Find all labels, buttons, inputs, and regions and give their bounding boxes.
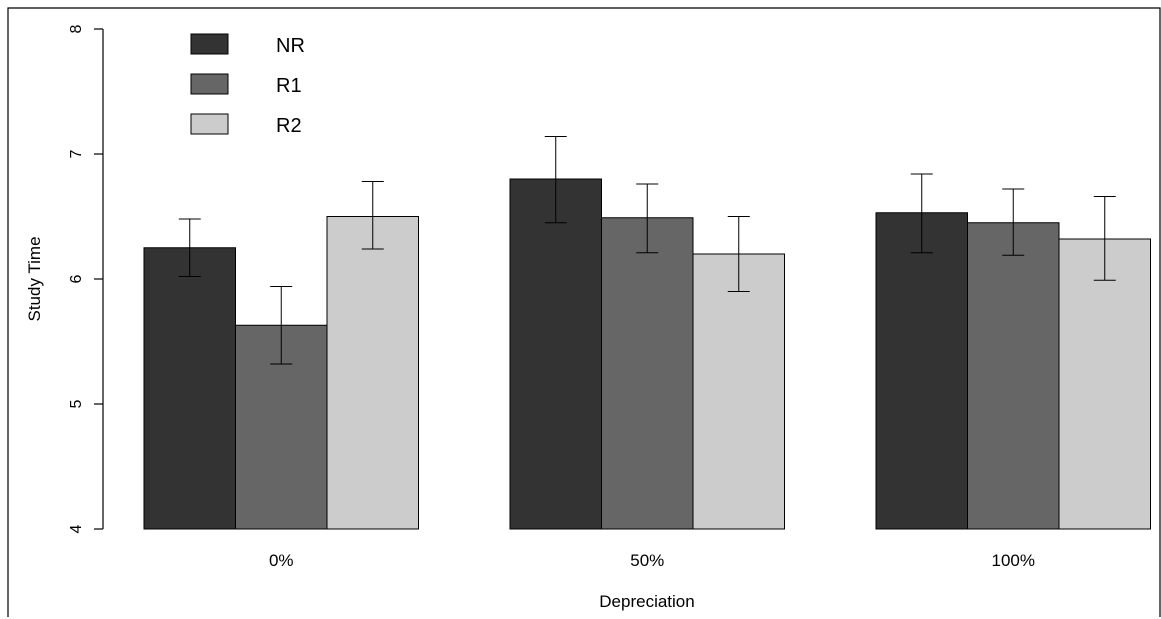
- bar-r2-0: [326, 216, 419, 530]
- x-category-label: 100%: [992, 551, 1035, 570]
- bar-r2-2: [1058, 238, 1151, 530]
- y-tick-label: 5: [68, 399, 85, 408]
- x-category-label: 0%: [269, 551, 294, 570]
- y-tick-label: 8: [68, 24, 85, 33]
- x-category-label: 50%: [630, 551, 664, 570]
- legend-swatch-r2: [190, 113, 229, 135]
- legend-label-nr: NR: [276, 35, 305, 57]
- bar-nr-2: [875, 212, 968, 530]
- bar-r1-1: [601, 217, 694, 530]
- plot-frame: [7, 7, 1161, 617]
- bar-r1-2: [967, 222, 1060, 530]
- y-tick-label: 7: [68, 149, 85, 158]
- legend-swatch-nr: [190, 33, 229, 55]
- bar-nr-0: [143, 247, 236, 530]
- legend-label-r2: R2: [276, 115, 302, 137]
- y-axis-title: Study Time: [25, 236, 44, 321]
- y-tick-label: 6: [68, 274, 85, 283]
- bar-nr-1: [509, 178, 602, 530]
- bar-r2-1: [692, 253, 785, 530]
- legend-swatch-r1: [190, 73, 229, 95]
- x-axis-title: Depreciation: [599, 592, 694, 611]
- y-tick-label: 4: [68, 524, 85, 533]
- legend-label-r1: R1: [276, 75, 302, 97]
